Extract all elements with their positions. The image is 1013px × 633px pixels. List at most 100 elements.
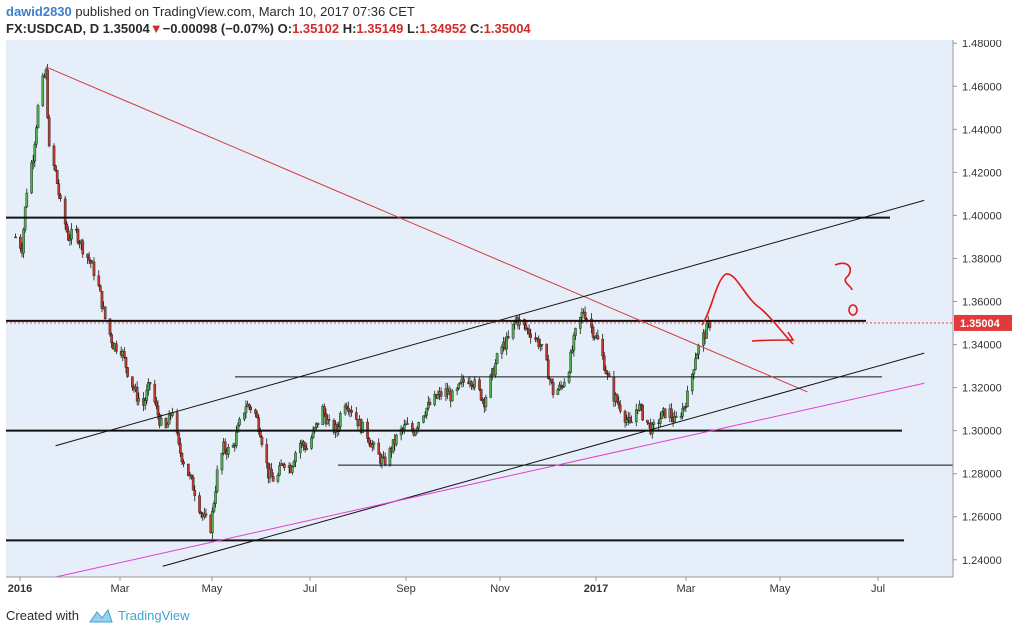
candle-body bbox=[422, 415, 425, 423]
candle-body bbox=[670, 408, 673, 418]
candle-body bbox=[123, 351, 126, 358]
candle-body bbox=[87, 257, 91, 261]
candle-body bbox=[68, 238, 72, 241]
candle-body bbox=[569, 351, 572, 373]
footer: Created with TradingView bbox=[0, 600, 1013, 633]
candle-body bbox=[660, 411, 664, 419]
candle-body bbox=[350, 410, 353, 413]
candle-body bbox=[371, 444, 374, 448]
time-tick-label: Jul bbox=[871, 583, 885, 595]
tradingview-brand[interactable]: TradingView bbox=[118, 608, 190, 623]
candle-body bbox=[618, 404, 622, 412]
candle-body bbox=[41, 75, 45, 106]
price-tick-label: 1.28000 bbox=[962, 469, 1002, 481]
candle-body bbox=[47, 117, 51, 147]
high-label: H: bbox=[342, 21, 357, 36]
candle-body bbox=[495, 353, 499, 364]
tradingview-logo-icon[interactable] bbox=[88, 606, 114, 626]
candle-body bbox=[459, 382, 462, 385]
candle-body bbox=[658, 418, 662, 424]
candle-body bbox=[220, 453, 224, 471]
candle-body bbox=[63, 198, 67, 225]
candle-body bbox=[97, 275, 101, 286]
candle-body bbox=[425, 407, 429, 416]
candle-body bbox=[303, 445, 307, 450]
candle-body bbox=[457, 383, 461, 389]
price-tick-label: 1.42000 bbox=[962, 167, 1002, 179]
price-chart[interactable]: 1.48000 1.46000 1.44000 1.42000 1.40000 1.380… bbox=[0, 40, 1013, 600]
candle-body bbox=[355, 412, 358, 420]
candle-body bbox=[244, 406, 248, 414]
candle-body bbox=[506, 336, 510, 339]
candle-body bbox=[686, 390, 689, 408]
candle-body bbox=[403, 424, 406, 430]
magenta-trend-line bbox=[55, 382, 925, 578]
candle-body bbox=[215, 469, 219, 492]
candle-body bbox=[92, 261, 96, 277]
candle-body bbox=[271, 476, 275, 482]
candle-body bbox=[187, 463, 190, 477]
candle-body bbox=[695, 353, 699, 359]
candle-body bbox=[179, 443, 182, 454]
price-axis[interactable]: 1.48000 1.46000 1.44000 1.42000 1.40000 1.380… bbox=[952, 40, 1013, 577]
candle-body bbox=[500, 346, 504, 354]
candle-body bbox=[255, 413, 259, 419]
candle-body bbox=[14, 236, 17, 239]
candle-body bbox=[299, 443, 302, 454]
channel-upper-line bbox=[55, 199, 925, 447]
candle-body bbox=[321, 406, 325, 426]
candle-body bbox=[265, 444, 269, 464]
time-axis[interactable]: 2016 Mar May Jul Sep Nov 2017 Mar May Jul bbox=[6, 576, 953, 595]
candle-body bbox=[166, 424, 169, 428]
candle-body bbox=[110, 334, 113, 344]
price-tick-label: 1.24000 bbox=[962, 555, 1002, 567]
candle-body bbox=[193, 489, 197, 496]
drawings-layer bbox=[6, 66, 953, 578]
candle-body bbox=[455, 388, 459, 392]
candle-body bbox=[372, 442, 376, 445]
candle-body bbox=[148, 382, 152, 385]
candle-body bbox=[214, 491, 217, 504]
candle-body bbox=[451, 390, 454, 402]
candle-body bbox=[527, 328, 531, 335]
candle-body bbox=[143, 400, 147, 406]
candle-body bbox=[235, 431, 238, 446]
candle-body bbox=[236, 424, 240, 433]
candle-body bbox=[327, 419, 331, 421]
candle-body bbox=[249, 406, 253, 411]
candle-body bbox=[155, 401, 158, 407]
candle-body bbox=[347, 407, 350, 412]
candle-body bbox=[191, 476, 195, 491]
candle-body bbox=[345, 405, 349, 409]
candle-body bbox=[596, 335, 600, 340]
candle-body bbox=[22, 229, 25, 254]
candle-body bbox=[446, 388, 449, 395]
candle-body bbox=[257, 417, 261, 432]
candle-body bbox=[607, 373, 611, 377]
candle-body bbox=[505, 336, 508, 350]
candles-layer bbox=[14, 63, 712, 540]
time-tick-label: Mar bbox=[111, 583, 130, 595]
time-tick-label: Sep bbox=[396, 583, 416, 595]
author-name[interactable]: dawid2830 bbox=[6, 4, 72, 19]
candle-body bbox=[46, 69, 49, 118]
candle-body bbox=[601, 339, 604, 357]
candle-body bbox=[211, 510, 214, 534]
candle-body bbox=[99, 285, 102, 292]
candle-body bbox=[36, 105, 40, 128]
candle-body bbox=[361, 421, 365, 433]
candle-body bbox=[494, 363, 497, 376]
candle-body bbox=[35, 127, 38, 145]
open-label: O: bbox=[277, 21, 293, 36]
price-tick-label: 1.38000 bbox=[962, 253, 1002, 265]
time-tick-label: 2016 bbox=[8, 583, 32, 595]
candle-body bbox=[428, 401, 432, 405]
candle-body bbox=[19, 236, 22, 249]
plot-area[interactable] bbox=[6, 40, 953, 577]
candle-body bbox=[674, 416, 678, 418]
candle-body bbox=[324, 413, 328, 425]
price-tick-label: 1.48000 bbox=[962, 40, 1002, 50]
candle-body bbox=[562, 381, 566, 387]
candle-body bbox=[254, 409, 257, 414]
candle-body bbox=[391, 439, 395, 453]
